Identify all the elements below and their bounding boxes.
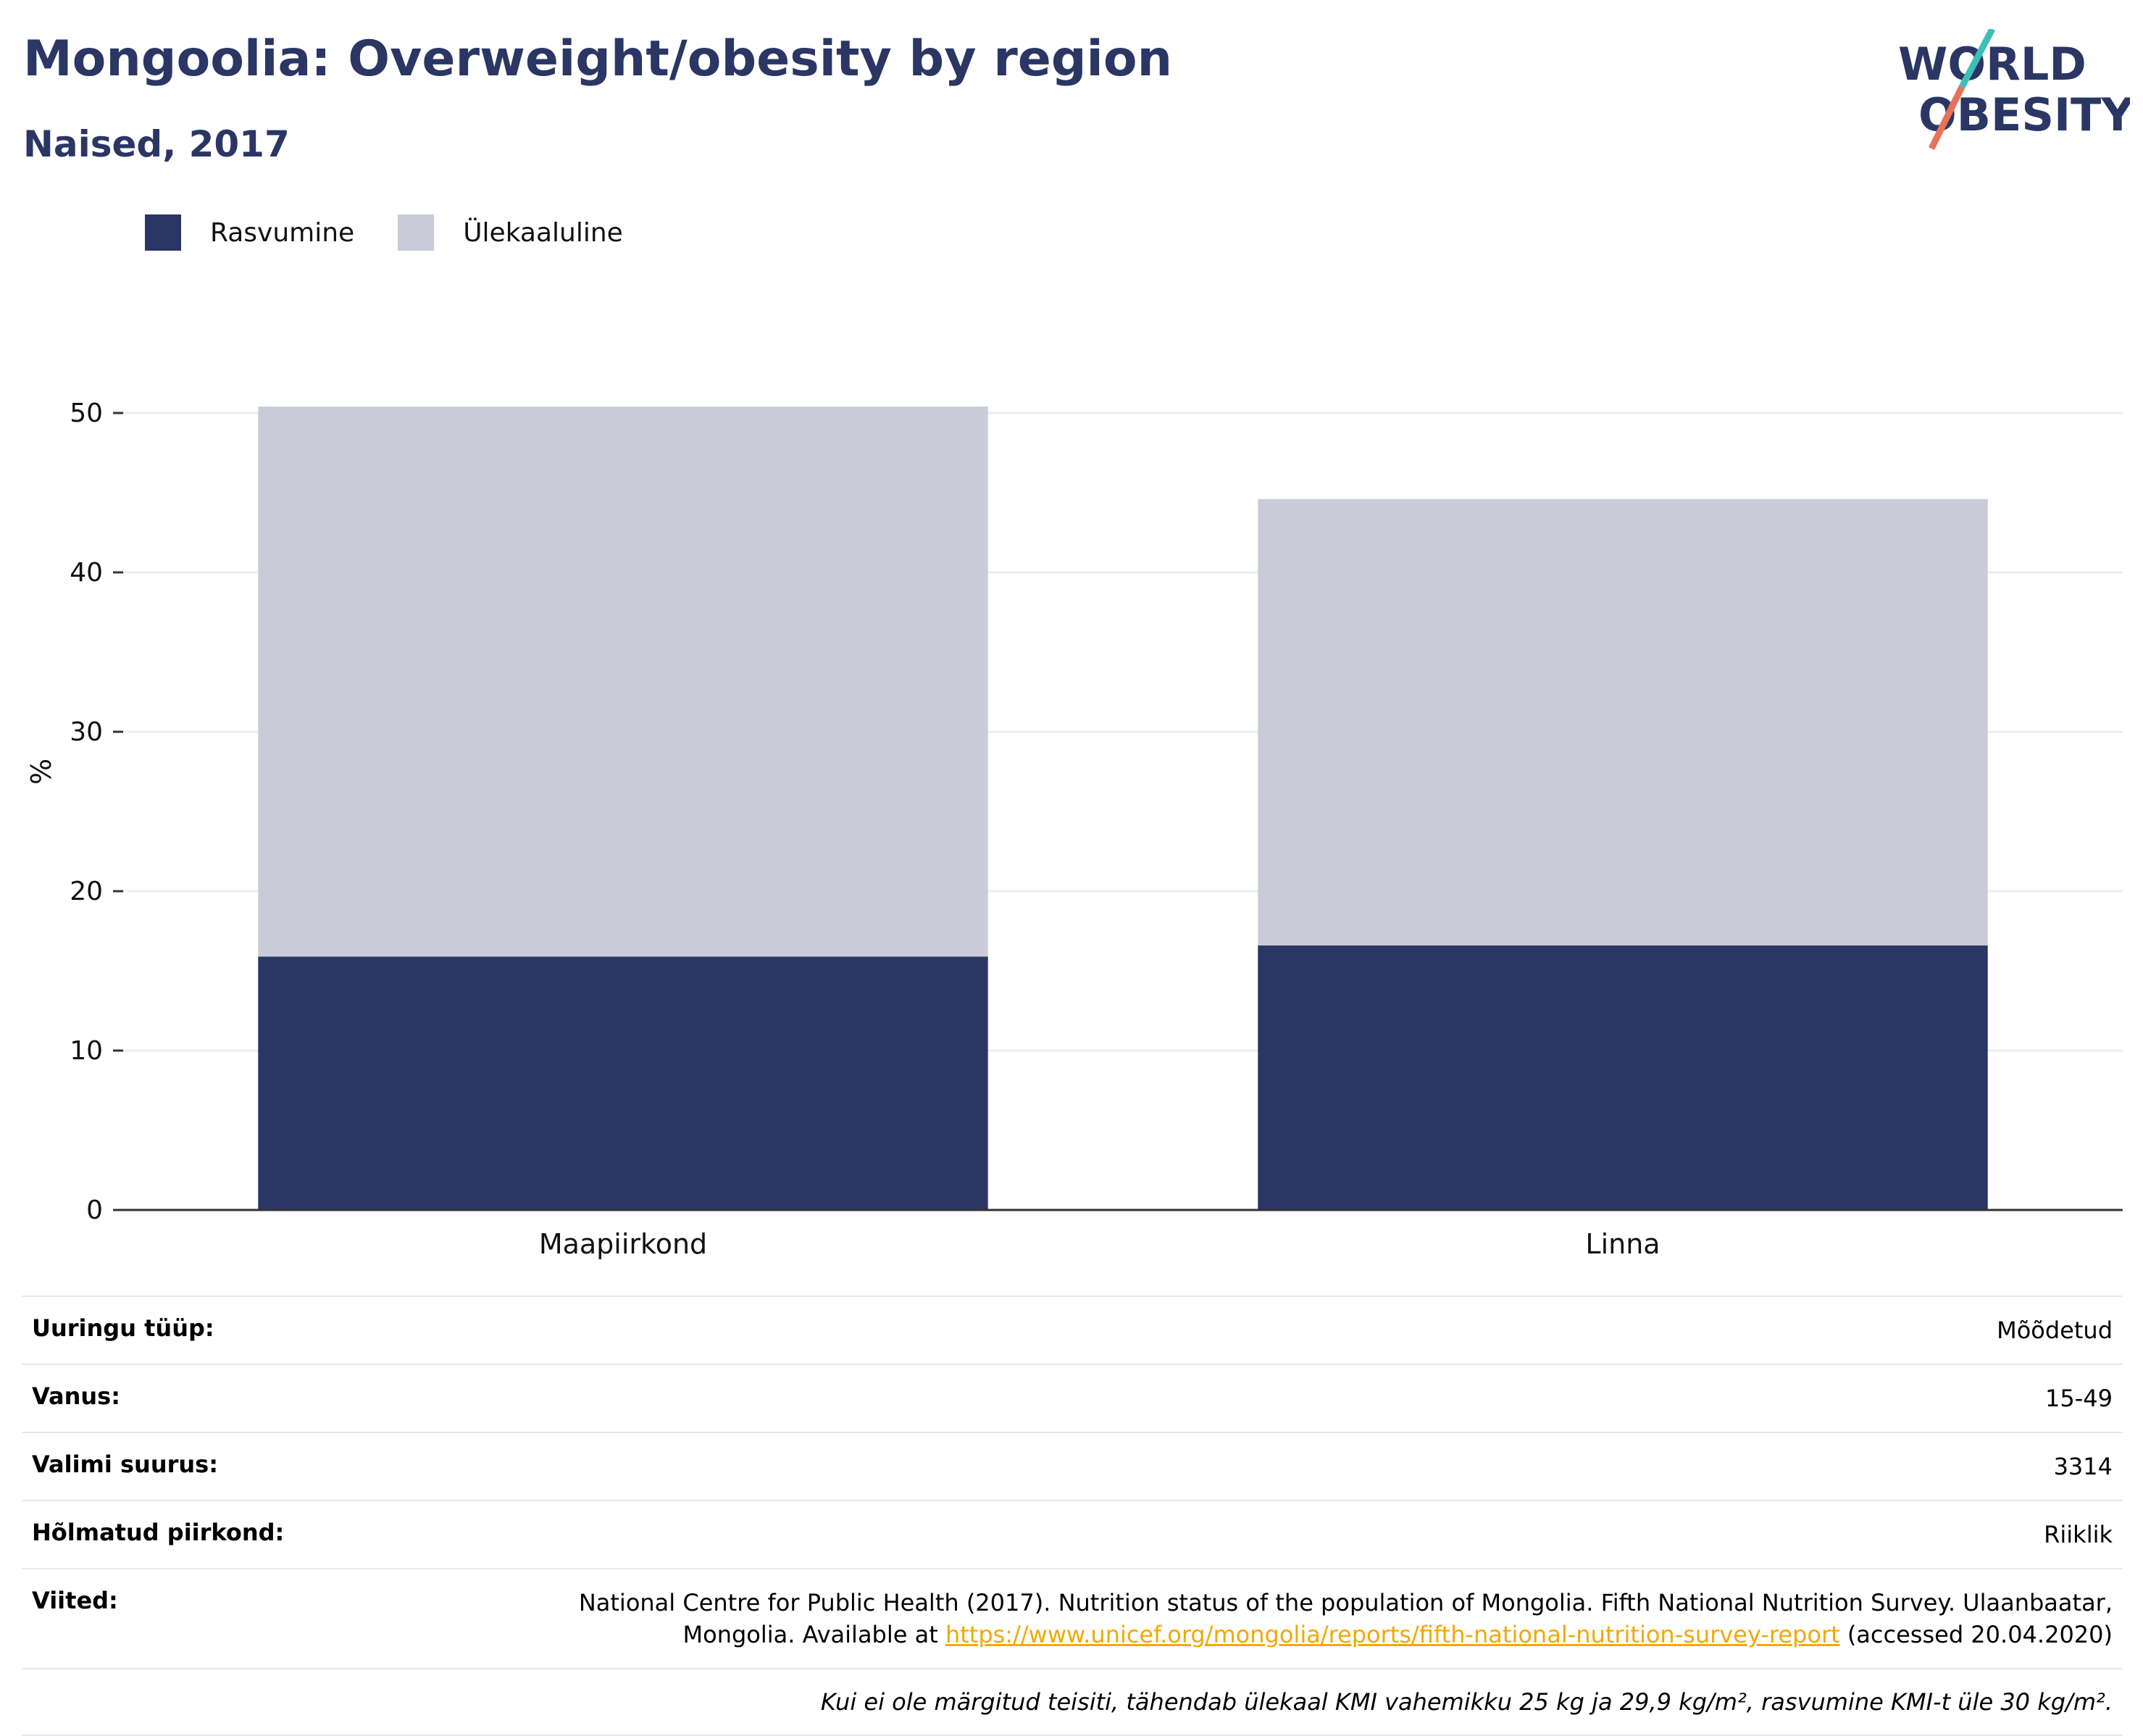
legend-label-obesity: Rasvumine xyxy=(210,217,355,248)
x-tick-label: Maapiirkond xyxy=(539,1228,707,1260)
references-prefix: Mongolia. Available at xyxy=(682,1621,938,1648)
y-axis-label: % xyxy=(25,759,57,785)
x-tick-label: Linna xyxy=(1585,1228,1660,1260)
info-key: Hõlmatud piirkond: xyxy=(32,1519,285,1546)
bar-obesity-1 xyxy=(1258,945,1988,1210)
bar-obesity-0 xyxy=(258,956,988,1210)
info-row-sample-size: Valimi suurus: 3314 xyxy=(22,1432,2123,1500)
y-tick-label: 40 xyxy=(70,558,103,588)
references-text: National Centre for Public Health (2017)… xyxy=(579,1587,2113,1651)
info-key: Valimi suurus: xyxy=(32,1451,219,1478)
logo-slash-red xyxy=(1928,85,1966,150)
info-row-coverage: Hõlmatud piirkond: Riiklik xyxy=(22,1500,2123,1568)
page-title: Mongoolia: Overweight/obesity by region xyxy=(23,30,1172,88)
info-value: 3314 xyxy=(2053,1453,2113,1480)
legend-item-overweight[interactable]: Ülekaaluline xyxy=(398,214,623,251)
legend-swatch-obesity xyxy=(145,214,181,251)
info-key: Viited: xyxy=(32,1587,118,1614)
legend-label-overweight: Ülekaaluline xyxy=(463,217,623,248)
logo-slash-teal xyxy=(1959,29,1995,89)
y-tick-label: 0 xyxy=(86,1195,103,1225)
info-key: Uuringu tüüp: xyxy=(32,1314,214,1342)
legend-swatch-overweight xyxy=(398,214,435,251)
info-row-references: Viited: National Centre for Public Healt… xyxy=(22,1568,2123,1668)
world-obesity-logo: WORLD OBESITY xyxy=(1898,29,2130,150)
info-row-age: Vanus: 15-49 xyxy=(22,1364,2123,1432)
info-key: Vanus: xyxy=(32,1382,121,1410)
references-suffix: (accessed 20.04.2020) xyxy=(1847,1621,2113,1648)
y-tick-label: 10 xyxy=(70,1036,103,1066)
bar-chart: 0 10 20 30 40 50% Maapiirkond Linna xyxy=(25,398,2123,1260)
page-subtitle: Naised, 2017 xyxy=(23,123,290,165)
info-table: Uuringu tüüp: Mõõdetud Vanus: 15-49 Vali… xyxy=(22,1295,2123,1736)
bar-overweight-1 xyxy=(1258,498,1988,946)
info-row-survey-type: Uuringu tüüp: Mõõdetud xyxy=(22,1295,2123,1364)
references-link[interactable]: https://www.unicef.org/mongolia/reports/… xyxy=(945,1621,1840,1648)
legend-item-obesity[interactable]: Rasvumine xyxy=(145,214,354,251)
logo-line1: WORLD xyxy=(1898,38,2086,91)
definition-note: Kui ei ole märgitud teisiti, tähendab ül… xyxy=(22,1668,2123,1736)
info-value: Mõõdetud xyxy=(1997,1316,2113,1344)
legend: Rasvumine Ülekaaluline xyxy=(145,214,667,251)
info-value: Riiklik xyxy=(2044,1521,2113,1548)
info-value: 15-49 xyxy=(2045,1385,2113,1412)
references-line1: National Centre for Public Health (2017)… xyxy=(578,1589,2113,1616)
y-tick-label: 20 xyxy=(70,877,103,906)
bar-overweight-0 xyxy=(258,406,988,957)
y-tick-label: 50 xyxy=(70,398,103,428)
y-tick-label: 30 xyxy=(70,717,103,747)
